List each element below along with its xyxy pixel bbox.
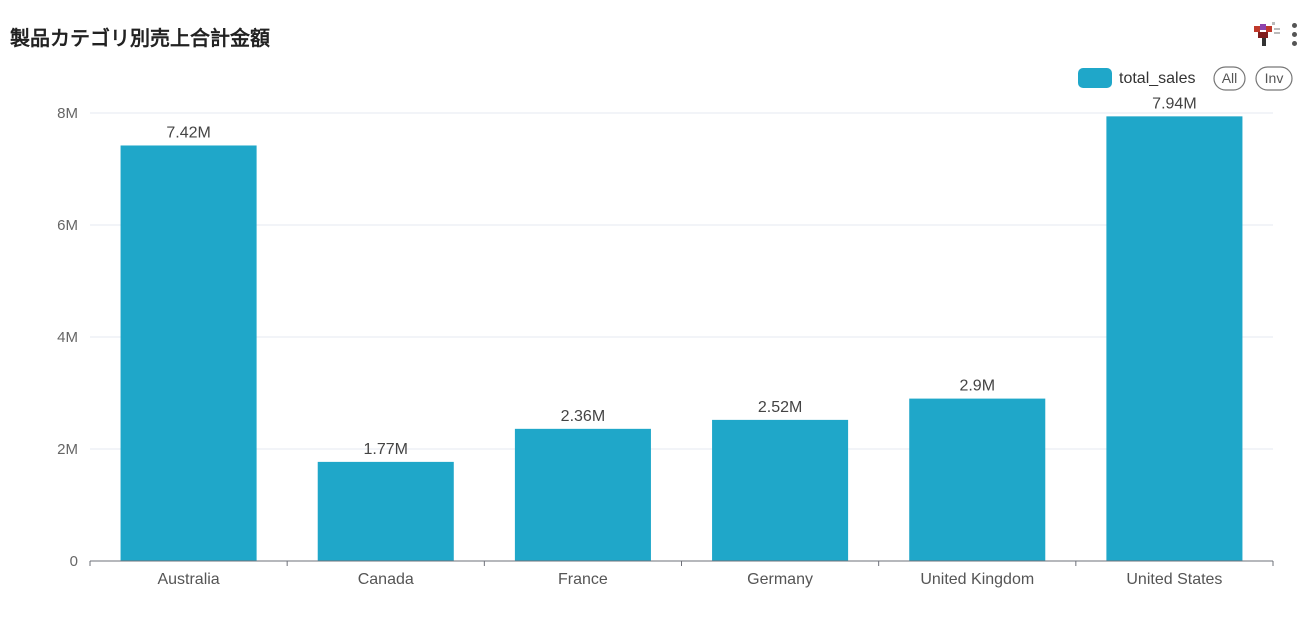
legend-inverse-label: Inv [1265,70,1284,86]
kebab-menu-icon[interactable] [1288,20,1300,48]
legend-all-button[interactable] [1213,66,1246,91]
y-tick-label: 2M [57,441,78,458]
x-tick-label: United Kingdom [920,571,1034,588]
x-tick-label: United States [1126,571,1222,588]
y-tick-label: 4M [57,329,78,346]
bar[interactable] [514,428,651,561]
bar[interactable] [1106,116,1243,562]
legend: total_sales All Inv [1078,66,1293,91]
bar[interactable] [317,461,454,561]
legend-all-label: All [1222,70,1238,86]
y-tick-label: 8M [57,105,78,122]
data-label: 7.94M [1152,95,1196,112]
bars [120,116,1243,562]
legend-inverse-button[interactable] [1255,66,1293,91]
app-icon[interactable] [1252,20,1282,48]
y-tick-label: 6M [57,217,78,234]
data-label: 2.36M [561,408,605,425]
x-tick-label: Canada [358,571,414,588]
data-label: 2.52M [758,399,802,416]
bar[interactable] [909,398,1046,561]
bar[interactable] [712,419,849,561]
data-label: 1.77M [364,441,408,458]
data-label: 2.9M [959,378,995,395]
toolbar [1252,20,1300,48]
legend-swatch[interactable] [1078,68,1112,88]
bar[interactable] [120,145,257,562]
legend-label[interactable]: total_sales [1119,70,1196,87]
x-tick-label: Germany [747,571,813,588]
grid-lines [90,112,1273,450]
x-tick-label: France [558,571,608,588]
x-tick-label: Australia [157,571,219,588]
y-tick-label: 0 [70,553,78,570]
data-labels: 7.42M 1.77M 2.36M 2.52M 2.9M 7.94M [166,95,1196,458]
chart-title: 製品カテゴリ別売上合計金額 [10,26,270,50]
data-label: 7.42M [166,124,210,141]
axes: 0 2M 4M 6M 8M Australia Canada France Germany Uni… [57,105,1274,588]
